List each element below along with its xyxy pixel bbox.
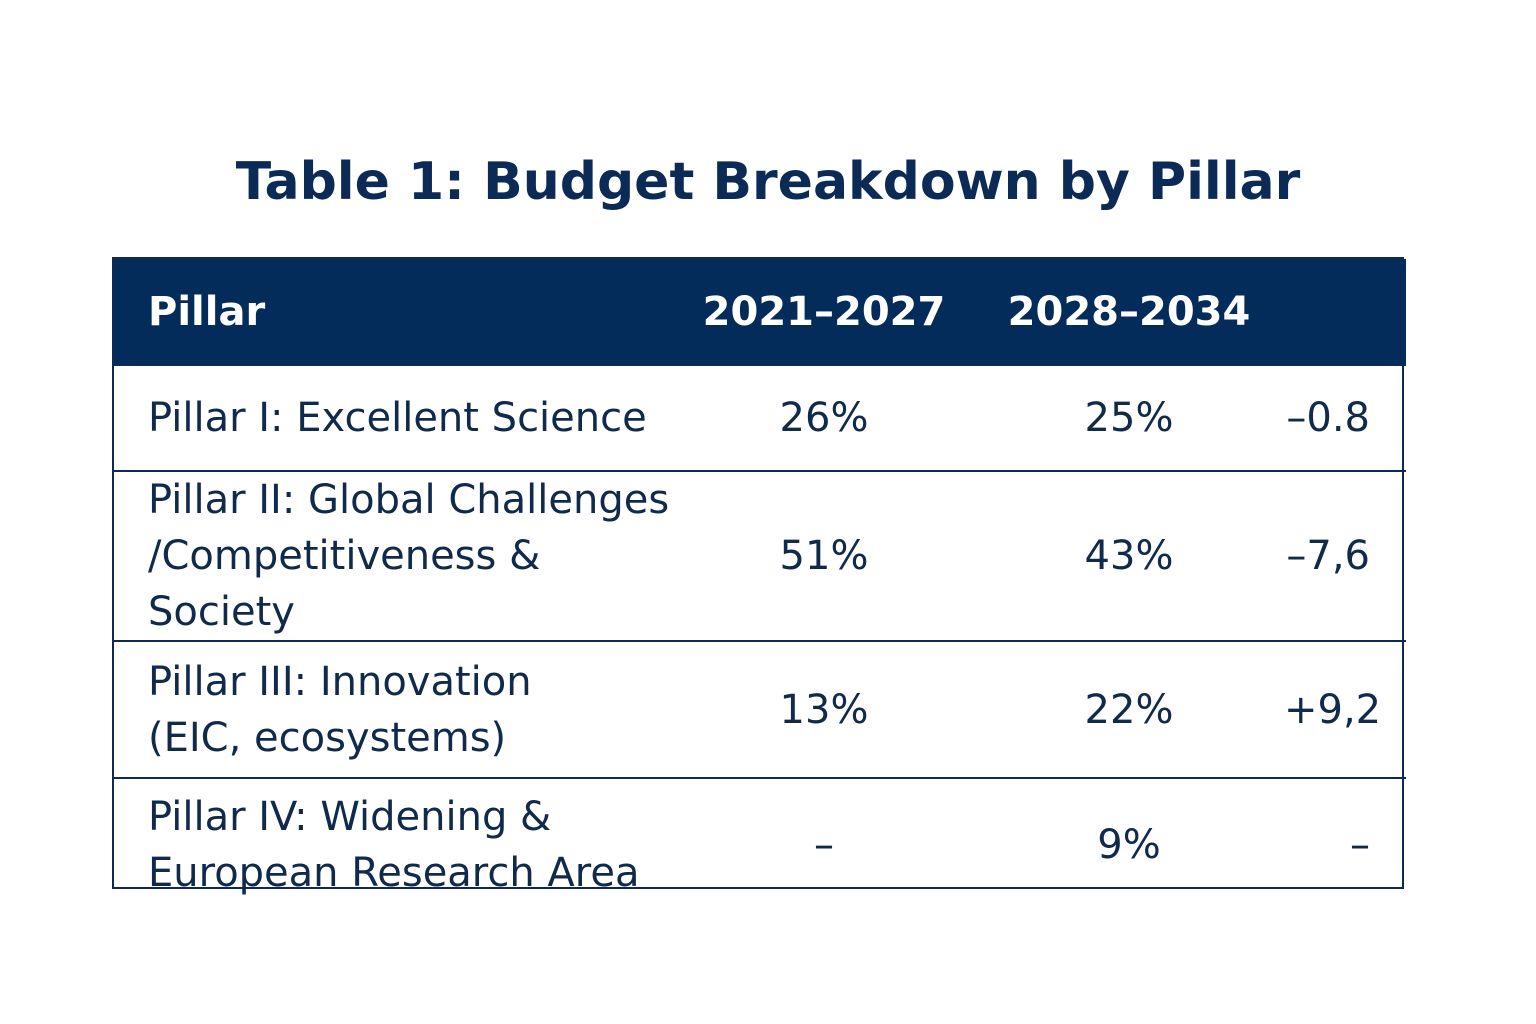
- value-change: –: [1284, 777, 1406, 911]
- value-2028-2034: 22%: [974, 640, 1284, 778]
- budget-table: Pillar 2021–2027 2028–2034 Pillar I: Exc…: [112, 257, 1406, 911]
- header-pillar: Pillar: [148, 288, 266, 335]
- pillar-cell: Pillar IV: Widening & European Research …: [114, 777, 674, 911]
- value-change: +9,2: [1284, 640, 1406, 778]
- table-row: Pillar IV: Widening & European Research …: [114, 777, 1406, 911]
- value-2021-2027: 51%: [674, 470, 974, 641]
- value-2028-2034: 43%: [974, 470, 1284, 641]
- header-2021-2027: 2021–2027: [702, 288, 946, 335]
- header-change: [1284, 259, 1406, 365]
- value-2028-2034: 25%: [974, 364, 1284, 471]
- table-row: Pillar III: Innovation (EIC, ecosystems)…: [114, 640, 1406, 778]
- pillar-cell: Pillar II: Global Challenges /Competitiv…: [114, 470, 674, 641]
- value-2021-2027: 13%: [674, 640, 974, 778]
- budget-table-grid: Pillar 2021–2027 2028–2034 Pillar I: Exc…: [114, 259, 1406, 911]
- pillar-cell: Pillar I: Excellent Science: [114, 364, 674, 471]
- header-2028-2034: 2028–2034: [1007, 288, 1251, 335]
- pillar-name-line1: Pillar III: Innovation: [148, 658, 532, 705]
- pillar-name-line1: Pillar IV: Widening &: [148, 794, 552, 840]
- pillar-name-line1: Pillar I: Excellent Science: [148, 395, 647, 441]
- value-2021-2027: –: [674, 777, 974, 911]
- page-title: Table 1: Budget Breakdown by Pillar: [235, 152, 1301, 212]
- value-change: –0.8: [1284, 364, 1406, 471]
- pillar-name-line2: /Competitiveness & Society: [148, 533, 541, 635]
- table-row: Pillar I: Excellent Science 26% 25% –0.8: [114, 364, 1406, 471]
- pillar-name-line1: Pillar II: Global Challenges: [148, 477, 670, 523]
- table-header-row: Pillar 2021–2027 2028–2034: [114, 259, 1406, 365]
- pillar-name-line2: European Research Area: [148, 850, 640, 896]
- value-2021-2027: 26%: [674, 364, 974, 471]
- value-change: –7,6: [1284, 470, 1406, 641]
- pillar-name-line2: (EIC, ecosystems): [148, 714, 507, 761]
- value-2028-2034: 9%: [974, 777, 1284, 911]
- table-body: Pillar I: Excellent Science 26% 25% –0.8…: [114, 364, 1406, 911]
- pillar-cell: Pillar III: Innovation (EIC, ecosystems): [114, 640, 674, 778]
- table-header: Pillar 2021–2027 2028–2034: [114, 259, 1406, 365]
- table-row: Pillar II: Global Challenges /Competitiv…: [114, 470, 1406, 641]
